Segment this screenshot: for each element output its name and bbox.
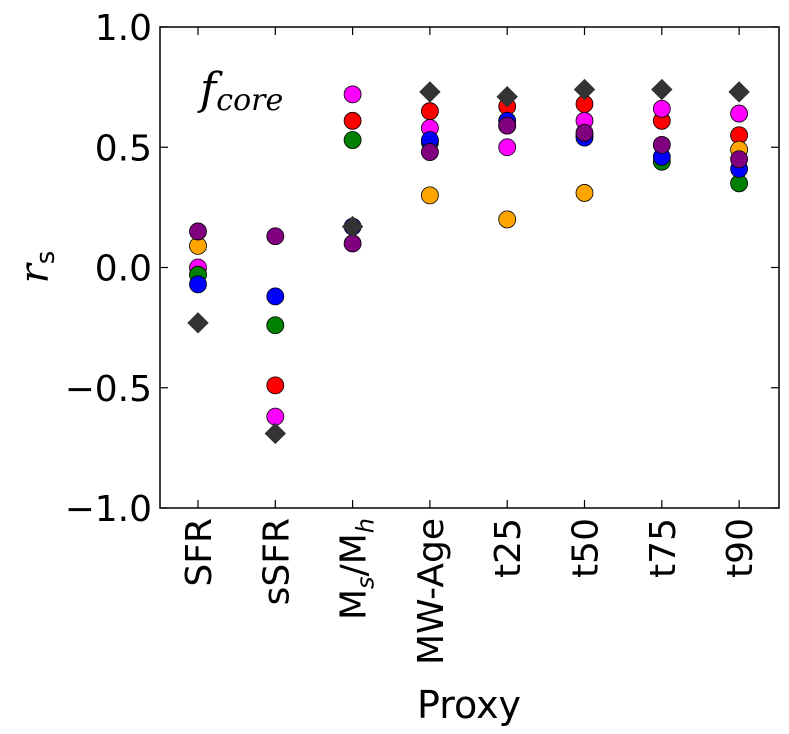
data-point	[343, 131, 362, 149]
data-point	[266, 227, 285, 246]
data-point	[575, 184, 594, 202]
data-point	[498, 116, 517, 135]
x-tick-label: t50	[566, 518, 607, 578]
data-point	[266, 376, 285, 395]
data-point	[575, 123, 594, 142]
data-point	[420, 186, 439, 205]
x-axis: SFR sSFR Ms/Mh MW-Age t25 t50 t75 t90	[179, 27, 761, 665]
x-tick-label: t90	[720, 518, 761, 578]
y-axis-title: rs	[12, 251, 61, 284]
data-point	[266, 287, 285, 306]
data-point	[343, 85, 362, 104]
data-point-diamond	[728, 81, 750, 103]
y-tick-label: −1.0	[65, 489, 152, 530]
data-point	[189, 275, 207, 294]
data-point	[189, 222, 207, 241]
data-point	[266, 407, 285, 426]
data-point-diamond	[496, 86, 518, 108]
data-point-diamond	[651, 78, 673, 101]
data-point-diamond	[573, 78, 596, 101]
data-point	[652, 99, 671, 118]
y-tick-label: −0.5	[65, 369, 152, 410]
x-tick-label: t25	[488, 518, 529, 578]
data-point	[420, 143, 439, 161]
y-tick-label: 1.0	[95, 8, 152, 49]
y-axis: −1.0 −0.5 0.0 0.5 1.0	[65, 8, 779, 530]
data-point	[343, 111, 362, 130]
data-point-diamond	[187, 312, 209, 334]
x-tick-label: SFR	[179, 518, 220, 587]
x-axis-title: Proxy	[417, 683, 521, 727]
data-point-diamond	[419, 81, 441, 103]
data-point	[730, 104, 748, 123]
x-tick-label: sSFR	[256, 518, 297, 605]
annotation: fcore	[197, 64, 283, 118]
y-tick-label: 0.0	[95, 249, 152, 290]
data-point	[266, 316, 285, 335]
data-point	[420, 102, 439, 121]
data-point-diamond	[341, 215, 364, 238]
x-tick-label: Ms/Mh	[334, 518, 380, 620]
data-points	[187, 78, 750, 445]
data-point	[498, 138, 517, 157]
y-tick-label: 0.5	[95, 128, 152, 169]
data-point	[343, 234, 362, 253]
data-point	[730, 150, 748, 169]
data-point-diamond	[264, 422, 287, 445]
data-point	[498, 210, 517, 229]
x-tick-label: MW-Age	[411, 518, 452, 665]
x-tick-label: t75	[643, 518, 684, 578]
data-point	[652, 135, 671, 154]
